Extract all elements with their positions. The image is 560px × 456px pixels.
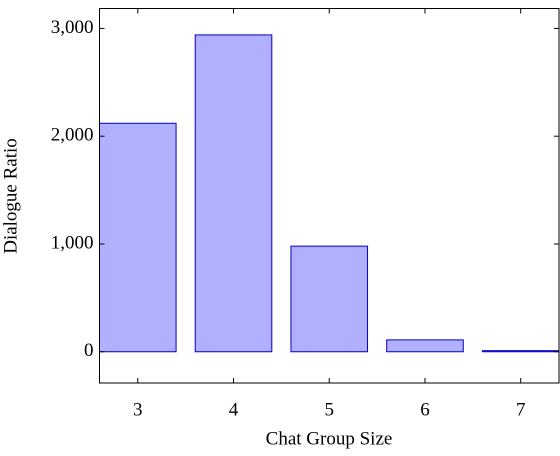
x-tick-label: 3 <box>133 399 143 420</box>
y-axis-label: Dialogue Ratio <box>0 138 21 254</box>
x-tick-label: 5 <box>325 399 335 420</box>
bar <box>194 34 273 353</box>
bar <box>99 122 177 353</box>
y-tick-label: 2,000 <box>51 125 94 146</box>
y-tick-label: 0 <box>84 340 94 361</box>
x-tick-label: 4 <box>229 399 239 420</box>
x-tick-label: 6 <box>420 399 430 420</box>
plot-frame <box>99 8 560 384</box>
bar <box>481 350 560 353</box>
y-tick-label: 1,000 <box>51 232 94 253</box>
x-tick-label: 7 <box>516 399 526 420</box>
y-tick-label: 3,000 <box>51 17 94 38</box>
x-axis-label: Chat Group Size <box>266 428 393 449</box>
bar <box>386 339 464 353</box>
bar <box>290 245 369 353</box>
